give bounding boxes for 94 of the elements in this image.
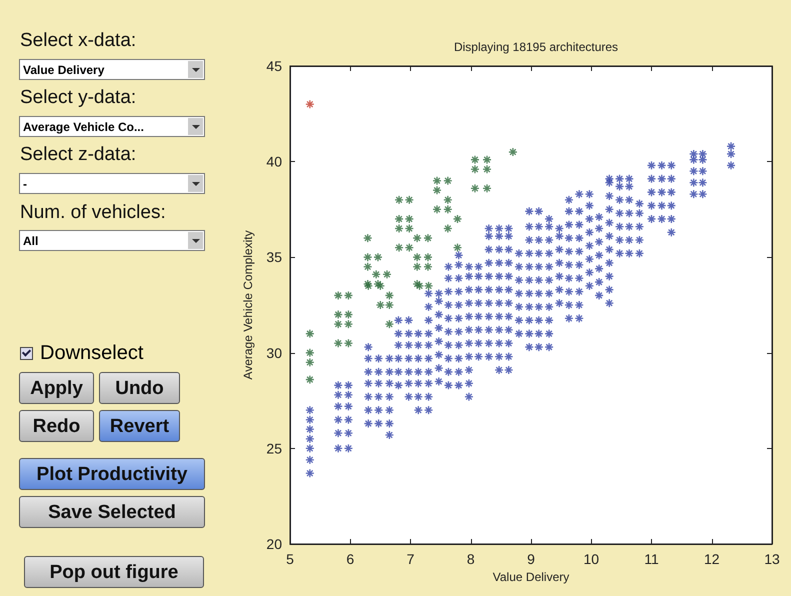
point [344,338,354,348]
point [373,252,383,262]
point [470,184,480,194]
point [470,155,480,164]
button: Save Selected [19,496,205,528]
point [384,290,394,300]
point [394,242,404,252]
y-tick-label: 40 [266,154,282,170]
point [443,224,453,234]
dropdown: - [19,173,205,194]
point [334,310,343,320]
point [404,214,414,224]
point [305,329,315,338]
point [443,176,453,186]
point [423,252,433,262]
text: Num. of vehicles: [20,202,166,224]
point [384,300,394,310]
point [404,224,414,234]
point [394,195,404,204]
dropdown: Average Vehicle Co... [19,116,205,137]
point [373,279,383,289]
text: Select z-data: [20,144,136,166]
point [424,281,434,291]
point [452,242,462,252]
point [363,279,372,289]
point [305,374,315,384]
x-tick-label: 7 [406,551,415,567]
dropdown: Value Delivery [19,59,205,80]
point [412,233,422,243]
y-tick-label: 30 [266,344,282,361]
point [384,319,394,329]
point [363,252,372,262]
point [394,214,404,224]
point [404,242,414,252]
point [508,147,518,157]
point [372,270,381,280]
dropdown: All [19,230,205,251]
point [344,310,354,320]
point [404,195,414,204]
y-tick-label: 20 [266,536,282,552]
x-tick-label: 5 [286,551,294,567]
point [423,233,433,243]
button: Redo [19,410,94,442]
point [432,204,442,214]
point [305,348,315,358]
chart-title: Displaying 18195 architectures [454,40,618,54]
point [334,338,343,348]
text: Select x-data: [20,30,136,52]
x-axis-title: Value Delivery [492,570,570,584]
y-tick-label: 45 [266,58,282,74]
point [482,155,492,164]
text: Select y-data: [20,87,136,109]
point [412,262,422,272]
point [482,184,492,194]
point [412,279,422,289]
x-tick-label: 11 [644,551,659,567]
point [470,164,480,174]
x-tick-label: 6 [346,551,354,567]
point [412,252,422,262]
point [443,195,453,204]
x-tick-label: 10 [583,551,600,567]
point [364,281,373,291]
point [344,319,354,329]
button: Pop out figure [24,556,204,588]
y-axis-title: Average Vehicle Complexity [241,230,255,380]
point [363,233,372,243]
text: Downselect [40,342,144,364]
point [305,358,315,368]
point [376,281,386,291]
button: Undo [99,372,180,404]
point [414,281,424,291]
point [334,290,343,300]
y-tick-label: 25 [266,440,282,456]
x-tick-label: 9 [527,551,536,567]
point [382,270,392,280]
point [394,224,404,234]
point [443,204,453,214]
x-tick-label: 12 [704,551,720,567]
point [452,214,462,224]
x-tick-label: 8 [466,551,475,567]
point [334,319,343,329]
point [423,262,433,272]
point [432,186,442,195]
y-tick-label: 35 [266,249,282,266]
button: Plot Productivity [19,458,205,490]
point [305,100,315,109]
x-tick-label: 13 [764,551,780,567]
point [363,262,372,272]
point [432,176,442,186]
button: Apply [19,372,94,404]
point [482,164,492,174]
point [376,300,386,310]
point [344,290,354,300]
button: Revert [99,410,180,442]
